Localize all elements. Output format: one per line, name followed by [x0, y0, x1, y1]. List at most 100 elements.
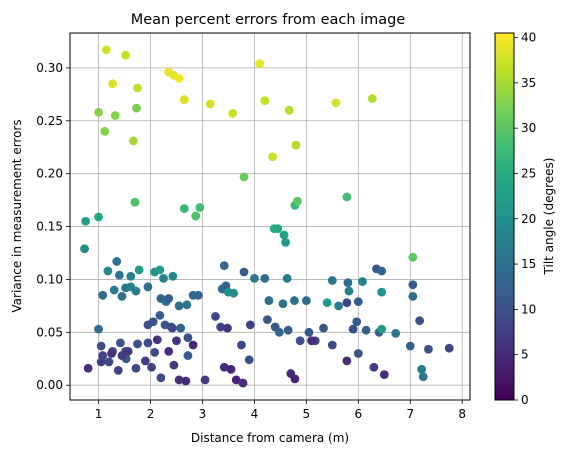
data-point: [279, 230, 289, 240]
data-point: [307, 336, 316, 346]
data-point: [96, 341, 106, 351]
x-tick-label: 5: [303, 407, 311, 421]
data-point: [379, 370, 389, 380]
data-point: [172, 336, 181, 346]
data-point: [391, 328, 401, 338]
data-point: [83, 363, 93, 373]
y-axis: 0.00 0.05 0.10 0.15 0.20 0.25 0.30: [36, 61, 70, 392]
data-point: [418, 372, 428, 382]
data-point: [98, 290, 108, 300]
data-point: [367, 94, 377, 103]
x-tick-label: 6: [354, 407, 362, 421]
data-point: [358, 277, 367, 286]
colorbar-tick-label: 5: [521, 348, 529, 362]
data-point: [361, 325, 371, 335]
data-point: [273, 224, 283, 234]
colorbar-tick-label: 10: [521, 302, 536, 316]
data-point: [205, 99, 215, 109]
colorbar-tick-label: 30: [521, 121, 536, 135]
data-point: [156, 373, 166, 383]
data-point: [193, 290, 203, 300]
data-point: [274, 327, 284, 337]
data-point: [237, 340, 246, 350]
data-point: [101, 45, 111, 55]
data-point: [183, 333, 193, 342]
data-point: [238, 378, 248, 388]
data-point: [415, 316, 425, 326]
y-tick-label: 0.25: [36, 114, 63, 128]
data-point: [260, 96, 270, 106]
data-point: [228, 108, 237, 118]
y-tick-label: 0.15: [36, 220, 63, 234]
data-point: [169, 360, 179, 370]
data-point: [278, 299, 288, 309]
data-point: [140, 356, 150, 366]
data-point: [216, 322, 226, 332]
chart-title: Mean percent errors from each image: [131, 12, 406, 28]
data-point: [148, 317, 158, 327]
data-point: [211, 312, 220, 321]
data-point: [264, 296, 274, 305]
data-point: [182, 300, 192, 310]
data-point: [117, 291, 127, 301]
data-point: [200, 375, 210, 385]
data-point: [94, 212, 103, 222]
data-point: [121, 50, 130, 60]
data-point: [342, 192, 352, 202]
data-point: [168, 271, 178, 281]
data-point: [143, 338, 153, 348]
data-point: [231, 375, 241, 385]
data-point: [319, 323, 328, 333]
colorbar: [494, 32, 515, 401]
data-point: [444, 343, 454, 353]
data-point: [353, 297, 363, 307]
plot-frame: [69, 32, 471, 401]
data-point: [123, 346, 133, 356]
data-point: [377, 287, 387, 297]
data-point: [155, 265, 165, 275]
data-point: [81, 216, 90, 226]
data-point: [107, 349, 116, 358]
data-point: [293, 196, 302, 206]
x-axis-label: Distance from camera (m): [191, 431, 349, 445]
data-point: [131, 363, 141, 373]
x-tick-label: 1: [95, 407, 103, 421]
data-point: [226, 364, 236, 374]
x-tick-label: 8: [458, 407, 466, 421]
y-tick-label: 0.10: [36, 272, 63, 286]
data-point: [424, 344, 433, 354]
data-point: [353, 349, 363, 358]
data-point: [223, 323, 232, 333]
data-point: [117, 351, 127, 360]
data-point: [369, 362, 379, 372]
data-point: [295, 336, 305, 346]
data-point: [239, 267, 249, 277]
colorbar-tick-label: 40: [521, 31, 536, 45]
data-point: [133, 83, 142, 93]
data-point: [283, 325, 293, 335]
data-point: [152, 335, 162, 345]
data-point: [191, 211, 201, 221]
data-point: [327, 340, 337, 350]
data-point: [408, 291, 418, 301]
data-point: [183, 351, 193, 360]
data-point: [229, 288, 239, 298]
colorbar-tick-label: 35: [521, 76, 536, 90]
data-point: [155, 310, 165, 320]
data-point: [219, 362, 229, 372]
data-point: [291, 140, 301, 150]
data-point: [113, 365, 123, 375]
data-point: [110, 111, 120, 120]
data-point: [179, 95, 189, 105]
y-axis-label: Variance in measurement errors: [10, 119, 24, 312]
data-point: [290, 296, 299, 305]
data-point: [109, 285, 119, 295]
data-point: [255, 59, 265, 69]
data-point: [133, 339, 142, 349]
data-point: [164, 294, 174, 303]
data-point: [260, 273, 270, 283]
data-point: [352, 317, 362, 327]
data-point: [219, 261, 229, 271]
data-point: [268, 152, 277, 162]
x-tick-label: 3: [199, 407, 207, 421]
